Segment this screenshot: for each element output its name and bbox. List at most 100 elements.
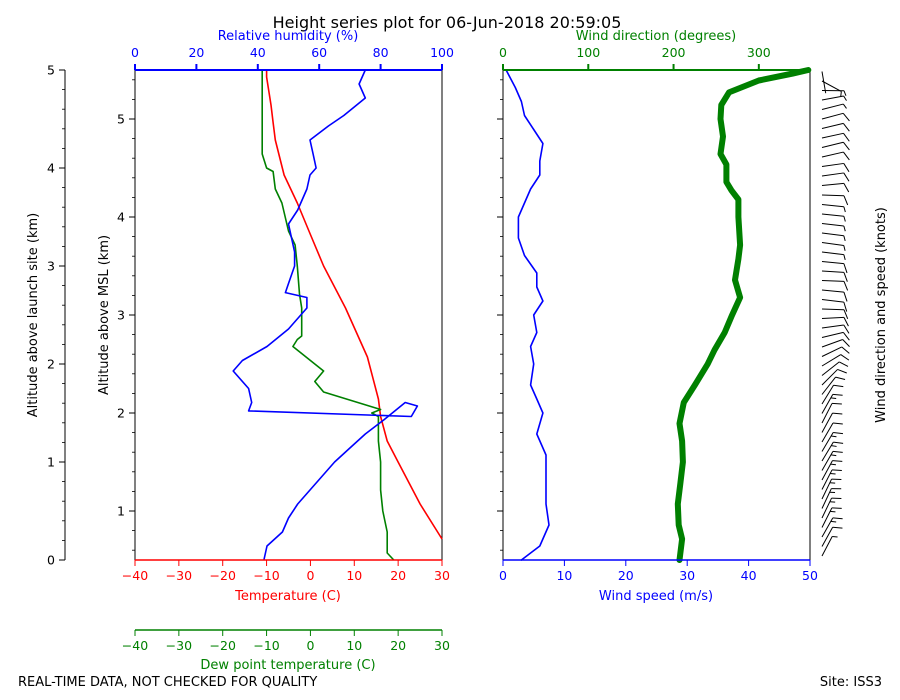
humidity-line (232, 69, 419, 561)
wind-barb (821, 132, 850, 142)
temperature-tick-label: 10 (346, 568, 362, 583)
wind-barb (821, 182, 850, 193)
wind-barbs-group (821, 71, 850, 557)
wind-barb (821, 280, 849, 291)
y-axis-label-launch-site: Altitude above launch site (km) (26, 213, 41, 417)
wind-barb-half-flag (830, 454, 837, 457)
wind-barb-staff (821, 517, 834, 538)
y-axis-label-msl: Altitude above MSL (km) (97, 235, 112, 395)
wind-barb-staff (821, 80, 842, 92)
wind-barb-staff (821, 71, 827, 94)
wind-speed-line (505, 69, 550, 561)
wind-barb (821, 460, 843, 481)
msl-tick-label: 4 (117, 210, 125, 225)
wind-barb (821, 122, 850, 132)
wind-barb (821, 331, 850, 341)
wind-plot-frame (502, 69, 811, 561)
wind-barb-flag (831, 478, 842, 480)
wind-barb (821, 517, 843, 538)
wind-barb-staff (821, 251, 844, 256)
wind-barb-flag (833, 432, 844, 435)
thermo-panel: 0 1 2 3 4 5 1 2 3 4 5 −40 −30 −20 −10 0 10 20 30 −40 −30 −20 −… (26, 29, 454, 673)
wind-barb-flag (842, 141, 850, 151)
humidity-tick-label: 80 (373, 45, 389, 60)
wind-barb-flag (839, 361, 849, 367)
wind-barb-staff (821, 122, 844, 129)
wind-barb-flag (843, 151, 850, 161)
wind-barb-flag (832, 422, 843, 425)
wind-barb (821, 172, 850, 182)
launch-site-tick-label: 5 (47, 63, 55, 78)
wind-barb (821, 270, 848, 282)
wind-barb-staff (821, 432, 834, 452)
dewpoint-line (261, 70, 395, 561)
wind-barb-half-flag (830, 510, 836, 513)
wind-barb-flag (843, 183, 850, 193)
wind-direction-line (674, 67, 812, 563)
wind-barb-flag (831, 469, 842, 471)
wind-barb (821, 151, 850, 161)
wind-barb-half-flag (830, 520, 837, 523)
x-axis-label-wind-speed: Wind speed (m/s) (599, 589, 713, 604)
dewpoint-tick-label: −30 (166, 638, 192, 653)
wind-barb-flag (843, 301, 848, 312)
wind-barb-staff (821, 182, 844, 186)
wind-barb (821, 289, 848, 302)
wind-barb-staff (821, 451, 834, 471)
wind-barb (821, 141, 850, 151)
wind-barb-half-flag (843, 254, 846, 261)
wind-barb-staff (821, 536, 833, 557)
wind-barb-staff (821, 403, 833, 424)
wind-panel: 0 10 20 30 40 50 0 100 200 300 Wind speed (m/s) W… (497, 29, 889, 604)
wind-barb (821, 507, 842, 528)
temperature-tick-label: 30 (434, 568, 450, 583)
wind-barb-flag (832, 517, 843, 520)
wind-barb-flag (833, 441, 844, 444)
wind-barb-staff (821, 112, 844, 120)
wind-barb (821, 71, 827, 94)
wind-barb-staff (821, 354, 842, 367)
wind-barb-flag (843, 281, 849, 291)
msl-tick-label: 1 (117, 504, 125, 519)
wind-barb (821, 194, 849, 206)
wind-axes-group: 0 10 20 30 40 50 0 100 200 300 (497, 45, 818, 583)
wind-barb-flag (841, 346, 850, 354)
wind-barb-half-flag (843, 245, 846, 251)
wind-barb-half-flag (843, 206, 846, 213)
wind-barb-staff (821, 261, 844, 265)
wind-barb (821, 316, 849, 327)
wind-speed-tick-label: 50 (802, 568, 818, 583)
wind-barb-staff (821, 369, 838, 386)
wind-barb (821, 346, 850, 357)
wind-barb (821, 213, 846, 222)
wind-speed-tick-label: 0 (499, 568, 507, 583)
wind-speed-tick-label: 30 (679, 568, 695, 583)
wind-barb-staff (821, 526, 834, 547)
wind-direction-tick-label: 200 (662, 45, 686, 60)
wind-barb (821, 450, 843, 471)
wind-barb-flag (832, 412, 843, 415)
temperature-tick-label: 20 (390, 568, 406, 583)
wind-barb-staff (821, 141, 844, 148)
wind-barb (821, 95, 847, 101)
wind-barb-staff (821, 194, 845, 197)
wind-barb-staff (821, 242, 844, 246)
site-label: Site: ISS3 (820, 675, 882, 690)
wind-barb (821, 251, 846, 261)
wind-barb-staff (821, 331, 844, 338)
wind-barb (821, 204, 846, 213)
x-axis-label-dewpoint: Dew point temperature (C) (200, 658, 375, 673)
wind-barb-staff (821, 478, 832, 500)
wind-barb (821, 488, 842, 509)
wind-barb-staff (821, 339, 843, 348)
temperature-tick-label: −40 (122, 568, 148, 583)
wind-barb (821, 162, 850, 173)
wind-barb-half-flag (829, 482, 836, 484)
wind-barb-staff (821, 422, 834, 443)
wind-direction-tick-label: 100 (576, 45, 600, 60)
wind-barb (821, 242, 846, 251)
wind-barb-flag (837, 368, 847, 374)
wind-barb-staff (821, 441, 834, 462)
wind-barb (821, 308, 849, 320)
wind-barb-flag (840, 354, 850, 361)
